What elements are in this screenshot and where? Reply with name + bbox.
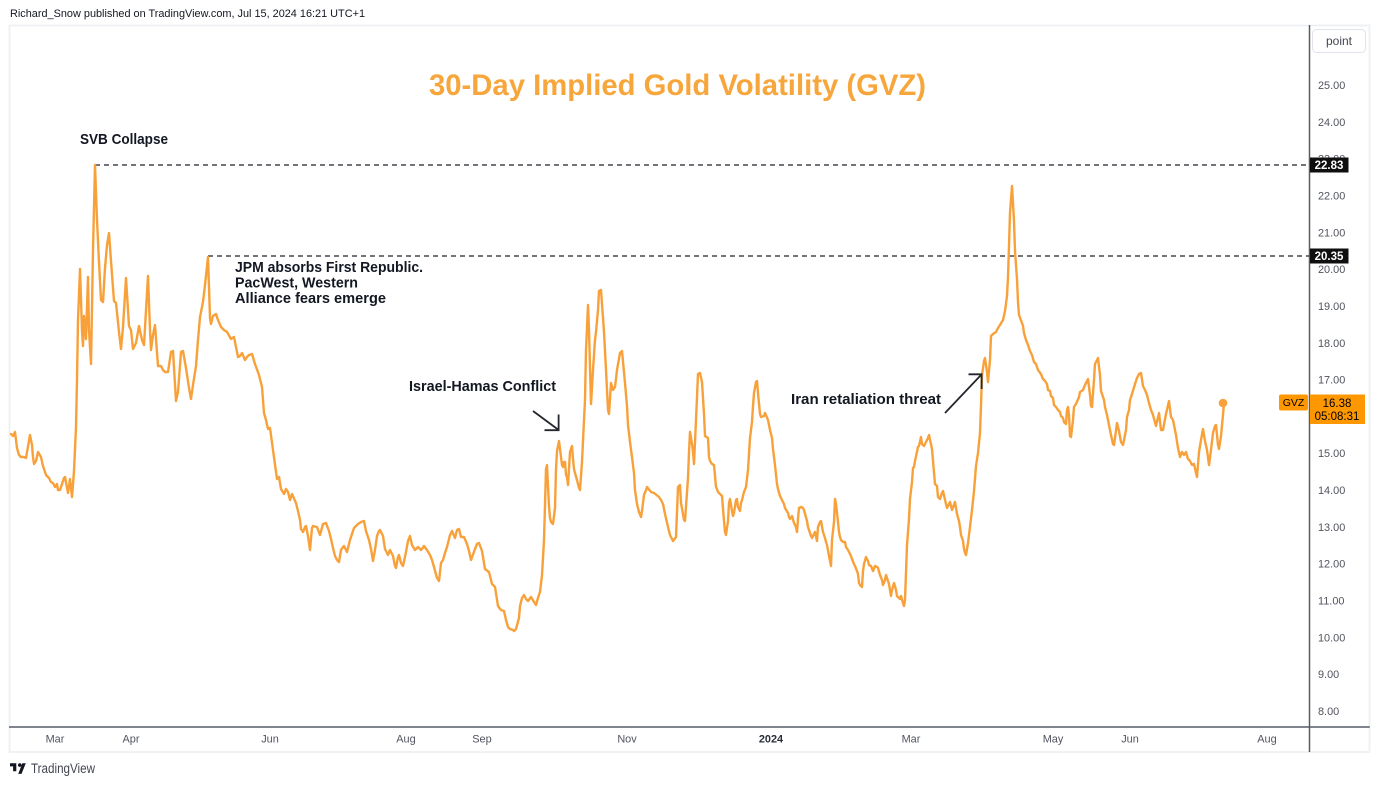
svg-text:Iran retaliation threat: Iran retaliation threat <box>791 392 941 408</box>
svg-text:2024: 2024 <box>759 734 783 746</box>
svg-text:GVZ: GVZ <box>1283 397 1305 409</box>
svg-text:19.00: 19.00 <box>1318 301 1345 313</box>
svg-text:18.00: 18.00 <box>1318 338 1345 350</box>
svg-text:14.00: 14.00 <box>1318 485 1345 497</box>
svg-text:Sep: Sep <box>472 734 491 746</box>
svg-text:9.00: 9.00 <box>1318 669 1339 681</box>
svg-text:Richard_Snow published on Trad: Richard_Snow published on TradingView.co… <box>10 8 365 20</box>
svg-text:8.00: 8.00 <box>1318 706 1339 718</box>
svg-text:Jun: Jun <box>1121 734 1139 746</box>
svg-text:21.00: 21.00 <box>1318 227 1345 239</box>
svg-text:Nov: Nov <box>617 734 637 746</box>
svg-text:15.00: 15.00 <box>1318 448 1345 460</box>
svg-text:Apr: Apr <box>123 734 140 746</box>
svg-text:Jun: Jun <box>261 734 279 746</box>
svg-text:PacWest, Western: PacWest, Western <box>235 276 358 292</box>
svg-text:22.83: 22.83 <box>1315 160 1344 172</box>
svg-text:Mar: Mar <box>46 734 65 746</box>
svg-text:11.00: 11.00 <box>1318 596 1344 608</box>
svg-text:SVB Collapse: SVB Collapse <box>80 132 168 148</box>
svg-text:13.00: 13.00 <box>1318 522 1345 534</box>
svg-text:JPM absorbs First Republic.: JPM absorbs First Republic. <box>235 260 423 276</box>
svg-text:17.00: 17.00 <box>1318 375 1345 387</box>
svg-text:point: point <box>1326 34 1353 48</box>
svg-text:16.38: 16.38 <box>1323 398 1352 410</box>
svg-text:TradingView: TradingView <box>31 761 95 776</box>
svg-text:05:08:31: 05:08:31 <box>1315 411 1360 423</box>
svg-text:20.35: 20.35 <box>1315 251 1344 263</box>
svg-text:Mar: Mar <box>902 734 921 746</box>
svg-text:12.00: 12.00 <box>1318 559 1345 571</box>
svg-text:Aug: Aug <box>396 734 415 746</box>
svg-text:Alliance fears emerge: Alliance fears emerge <box>235 291 386 307</box>
svg-text:25.00: 25.00 <box>1318 80 1345 92</box>
svg-text:30-Day Implied Gold Volatility: 30-Day Implied Gold Volatility (GVZ) <box>429 69 926 102</box>
svg-text:24.00: 24.00 <box>1318 117 1345 129</box>
svg-text:10.00: 10.00 <box>1318 632 1345 644</box>
svg-text:22.00: 22.00 <box>1318 191 1345 203</box>
svg-text:Israel-Hamas Conflict: Israel-Hamas Conflict <box>409 379 556 395</box>
svg-text:Aug: Aug <box>1257 734 1276 746</box>
svg-text:20.00: 20.00 <box>1318 264 1345 276</box>
svg-text:May: May <box>1043 734 1064 746</box>
